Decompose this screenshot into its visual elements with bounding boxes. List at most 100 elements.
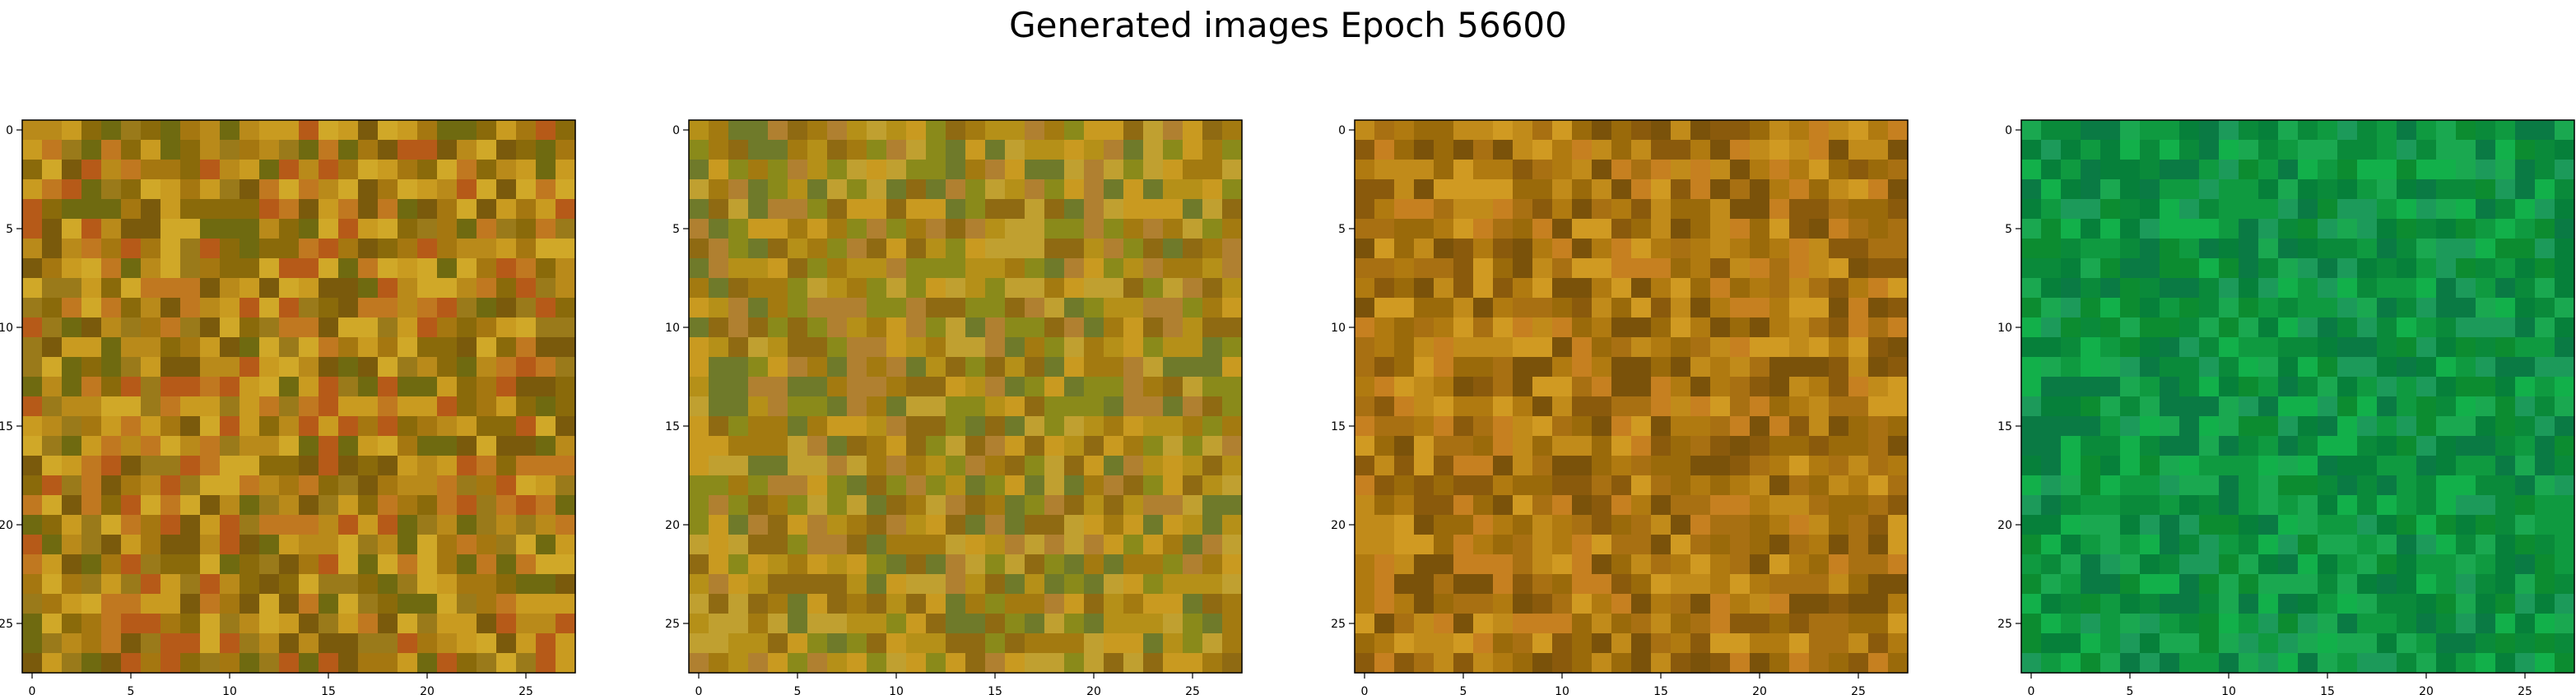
heatmap-cell <box>81 179 102 200</box>
heatmap-cell <box>121 653 142 674</box>
heatmap-cell <box>1611 219 1632 239</box>
heatmap-cell <box>121 258 142 279</box>
heatmap-cell <box>1064 456 1085 476</box>
heatmap-cell <box>2515 416 2536 437</box>
heatmap-cell <box>946 337 966 358</box>
heatmap-cell <box>200 377 221 397</box>
heatmap-cell <box>748 140 769 160</box>
heatmap-cell <box>141 614 161 634</box>
y-tick-label: 15 <box>665 420 680 433</box>
heatmap-cell <box>1552 416 1573 437</box>
x-tick-label: 10 <box>222 685 237 695</box>
heatmap-cell <box>1064 179 1085 200</box>
heatmap-cell <box>2219 298 2239 318</box>
heatmap-cell <box>2179 495 2200 516</box>
heatmap-cell <box>2239 239 2259 259</box>
heatmap-cell <box>827 298 848 318</box>
heatmap-cell <box>906 535 927 555</box>
heatmap-cell <box>1453 258 1474 279</box>
heatmap-cell <box>689 337 709 358</box>
heatmap-cell <box>1552 317 1573 338</box>
heatmap-cell <box>1355 120 1375 141</box>
heatmap-cell <box>1730 456 1751 476</box>
heatmap-cell <box>1710 436 1731 456</box>
heatmap-cell <box>1829 337 1849 358</box>
heatmap-cell <box>748 298 769 318</box>
heatmap-cell <box>1848 317 1869 338</box>
heatmap-cell <box>1394 317 1415 338</box>
heatmap-cell <box>2239 278 2259 299</box>
x-tick-label: 15 <box>1653 685 1668 695</box>
heatmap-cell <box>1592 535 1612 555</box>
heatmap-cell <box>457 456 477 476</box>
heatmap-cell <box>2120 515 2141 535</box>
heatmap-cell <box>239 594 260 614</box>
heatmap-cell <box>1143 278 1164 299</box>
heatmap-cell <box>1394 456 1415 476</box>
x-tick-label: 10 <box>2221 685 2236 695</box>
y-tick-label: 10 <box>0 322 13 335</box>
heatmap-cell <box>768 317 788 338</box>
heatmap-cell <box>2120 337 2141 358</box>
heatmap-cell <box>709 298 729 318</box>
heatmap-cell <box>1611 357 1632 378</box>
heatmap-cell <box>2081 436 2101 456</box>
heatmap-cell <box>2041 653 2062 674</box>
heatmap-cell <box>1651 239 1672 259</box>
heatmap-cell <box>709 278 729 299</box>
heatmap-cell <box>1222 653 1243 674</box>
heatmap-cell <box>985 377 1006 397</box>
heatmap-cell <box>1651 574 1672 595</box>
heatmap-cell <box>1611 495 1632 516</box>
heatmap-cell <box>965 298 986 318</box>
heatmap-cell <box>42 594 63 614</box>
heatmap-cell <box>1394 396 1415 417</box>
heatmap-cell <box>867 179 887 200</box>
heatmap-cell <box>378 515 398 535</box>
heatmap-cell <box>2456 515 2476 535</box>
heatmap-cell <box>1202 653 1223 674</box>
heatmap-cell <box>1163 515 1183 535</box>
heatmap-cell <box>1222 278 1243 299</box>
heatmap-cell <box>516 633 537 654</box>
heatmap-cell <box>2179 317 2200 338</box>
heatmap-cell <box>259 120 280 141</box>
heatmap-cell <box>2535 574 2555 595</box>
heatmap-cell <box>437 239 458 259</box>
heatmap-cell <box>847 495 867 516</box>
heatmap-cell <box>1453 396 1474 417</box>
heatmap-cell <box>378 396 398 417</box>
heatmap-cell <box>81 120 102 141</box>
heatmap-cell <box>709 515 729 535</box>
heatmap-cell <box>180 456 201 476</box>
heatmap-cell <box>886 179 907 200</box>
heatmap-cell <box>358 140 379 160</box>
heatmap-cell <box>2436 298 2457 318</box>
heatmap-cell <box>1374 357 1395 378</box>
heatmap-cell <box>358 535 379 555</box>
heatmap-cell <box>2456 554 2476 575</box>
heatmap-cell <box>536 258 556 279</box>
heatmap-cell <box>2140 495 2160 516</box>
heatmap-cell <box>101 574 122 595</box>
heatmap-cell <box>62 357 82 378</box>
heatmap-cell <box>437 120 458 141</box>
heatmap-cell <box>1453 633 1474 654</box>
heatmap-cell <box>1355 653 1375 674</box>
heatmap-cell <box>2555 614 2575 634</box>
heatmap-cell <box>338 396 359 417</box>
heatmap-cell <box>807 554 828 575</box>
heatmap-cell <box>1044 535 1065 555</box>
heatmap-cell <box>788 357 808 378</box>
heatmap-cell <box>1848 120 1869 141</box>
heatmap-cell <box>62 160 82 180</box>
heatmap-cell <box>2298 574 2318 595</box>
heatmap-cell <box>1434 574 1454 595</box>
heatmap-cell <box>2021 160 2042 180</box>
heatmap-cell <box>220 120 240 141</box>
heatmap-cell <box>689 416 709 437</box>
heatmap-cell <box>1084 436 1104 456</box>
heatmap-cell <box>946 120 966 141</box>
heatmap-cell <box>1414 317 1434 338</box>
heatmap-cell <box>1750 219 1770 239</box>
